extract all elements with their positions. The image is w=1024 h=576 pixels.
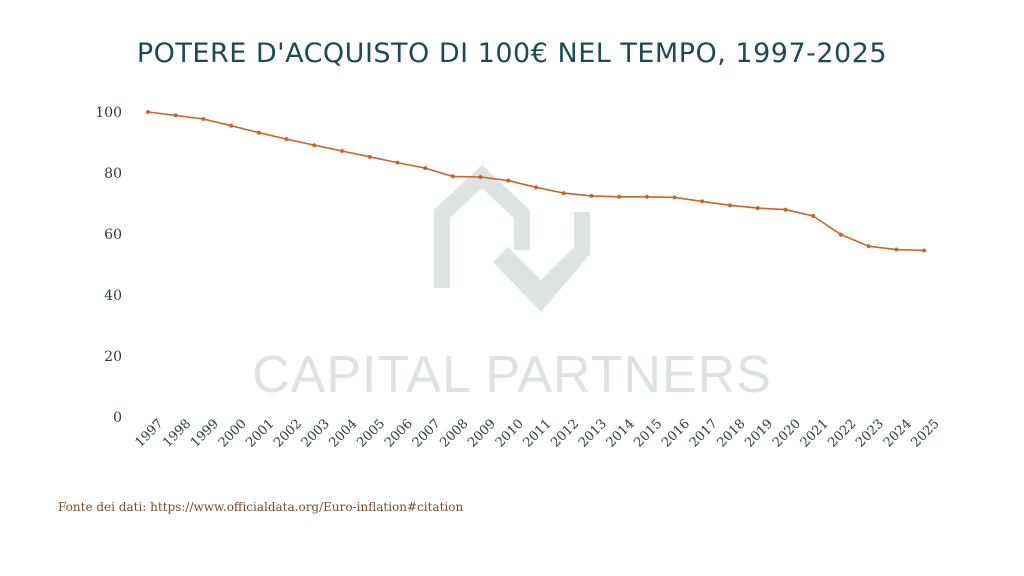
y-axis: 0 20 40 60 80 100: [95, 105, 122, 426]
x-tick-label: 2009: [465, 417, 499, 451]
data-point: [201, 117, 206, 122]
data-point: [146, 110, 150, 114]
x-tick-label: 2025: [909, 417, 943, 451]
data-point: [229, 123, 234, 128]
data-point: [173, 113, 178, 118]
watermark-logo-shape: [434, 165, 530, 288]
data-point: [700, 199, 705, 204]
data-point: [478, 174, 483, 179]
data-point: [838, 232, 843, 237]
x-tick-label: 2000: [216, 417, 250, 451]
x-axis: 1997199819992000200120022003200420052006…: [133, 417, 943, 451]
watermark-logo: CAPITAL PARTNERS: [252, 165, 772, 404]
data-point: [506, 178, 511, 183]
data-point: [561, 191, 566, 196]
x-tick-label: 2008: [437, 417, 471, 451]
data-point: [450, 174, 455, 179]
x-tick-label: 2023: [853, 417, 887, 451]
x-tick-label: 2011: [521, 417, 555, 451]
x-tick-label: 2019: [742, 417, 776, 451]
y-tick-label: 80: [104, 166, 122, 182]
data-point: [534, 185, 538, 190]
data-point: [894, 247, 899, 252]
data-point: [423, 166, 428, 171]
data-point: [644, 194, 649, 199]
x-tick-label: 2002: [271, 417, 305, 451]
data-point: [256, 130, 261, 135]
data-point: [783, 207, 788, 212]
x-tick-label: 2003: [299, 417, 333, 451]
y-tick-label: 60: [104, 227, 122, 243]
series-line: [147, 111, 925, 252]
x-tick-label: 2006: [382, 417, 416, 451]
x-tick-label: 2005: [354, 417, 388, 451]
data-point: [367, 154, 372, 159]
chart-title: POTERE D'ACQUISTO DI 100€ NEL TEMPO, 199…: [136, 38, 888, 69]
x-tick-label: 2014: [604, 417, 638, 451]
x-tick-label: 2013: [576, 417, 610, 451]
x-tick-label: 2021: [798, 417, 832, 451]
y-tick-label: 40: [104, 288, 122, 304]
x-tick-label: 2016: [659, 417, 693, 451]
x-tick-label: 2001: [243, 417, 277, 451]
x-tick-label: 2020: [770, 417, 804, 451]
data-point: [395, 160, 400, 165]
y-tick-label: 20: [104, 349, 122, 365]
data-point: [866, 244, 871, 249]
data-point: [922, 248, 926, 253]
x-tick-label: 2018: [715, 417, 749, 451]
data-point: [312, 143, 317, 148]
x-tick-label: 1998: [160, 417, 194, 451]
series-group: [146, 110, 926, 253]
data-point: [755, 206, 760, 211]
x-tick-label: 2017: [687, 417, 721, 451]
y-tick-label: 100: [95, 105, 122, 121]
x-tick-label: 1997: [133, 417, 167, 451]
x-tick-label: 2004: [327, 417, 361, 451]
data-point: [728, 203, 732, 208]
x-tick-label: 1999: [188, 417, 222, 451]
x-tick-label: 2007: [410, 417, 444, 451]
x-tick-label: 2024: [881, 417, 915, 451]
data-source: Fonte dei dati: https://www.officialdata…: [58, 500, 464, 514]
data-point: [617, 194, 622, 199]
watermark-brand: CAPITAL PARTNERS: [252, 346, 772, 404]
data-point: [340, 149, 344, 154]
data-point: [811, 214, 816, 219]
data-point: [672, 195, 677, 200]
x-tick-label: 2010: [493, 417, 527, 451]
watermark-logo-chevron: [493, 212, 590, 312]
x-tick-label: 2022: [825, 417, 859, 451]
data-point: [284, 137, 289, 142]
x-tick-label: 2012: [548, 417, 582, 451]
y-tick-label: 0: [113, 410, 122, 426]
data-point: [589, 193, 594, 198]
x-tick-label: 2015: [631, 417, 665, 451]
